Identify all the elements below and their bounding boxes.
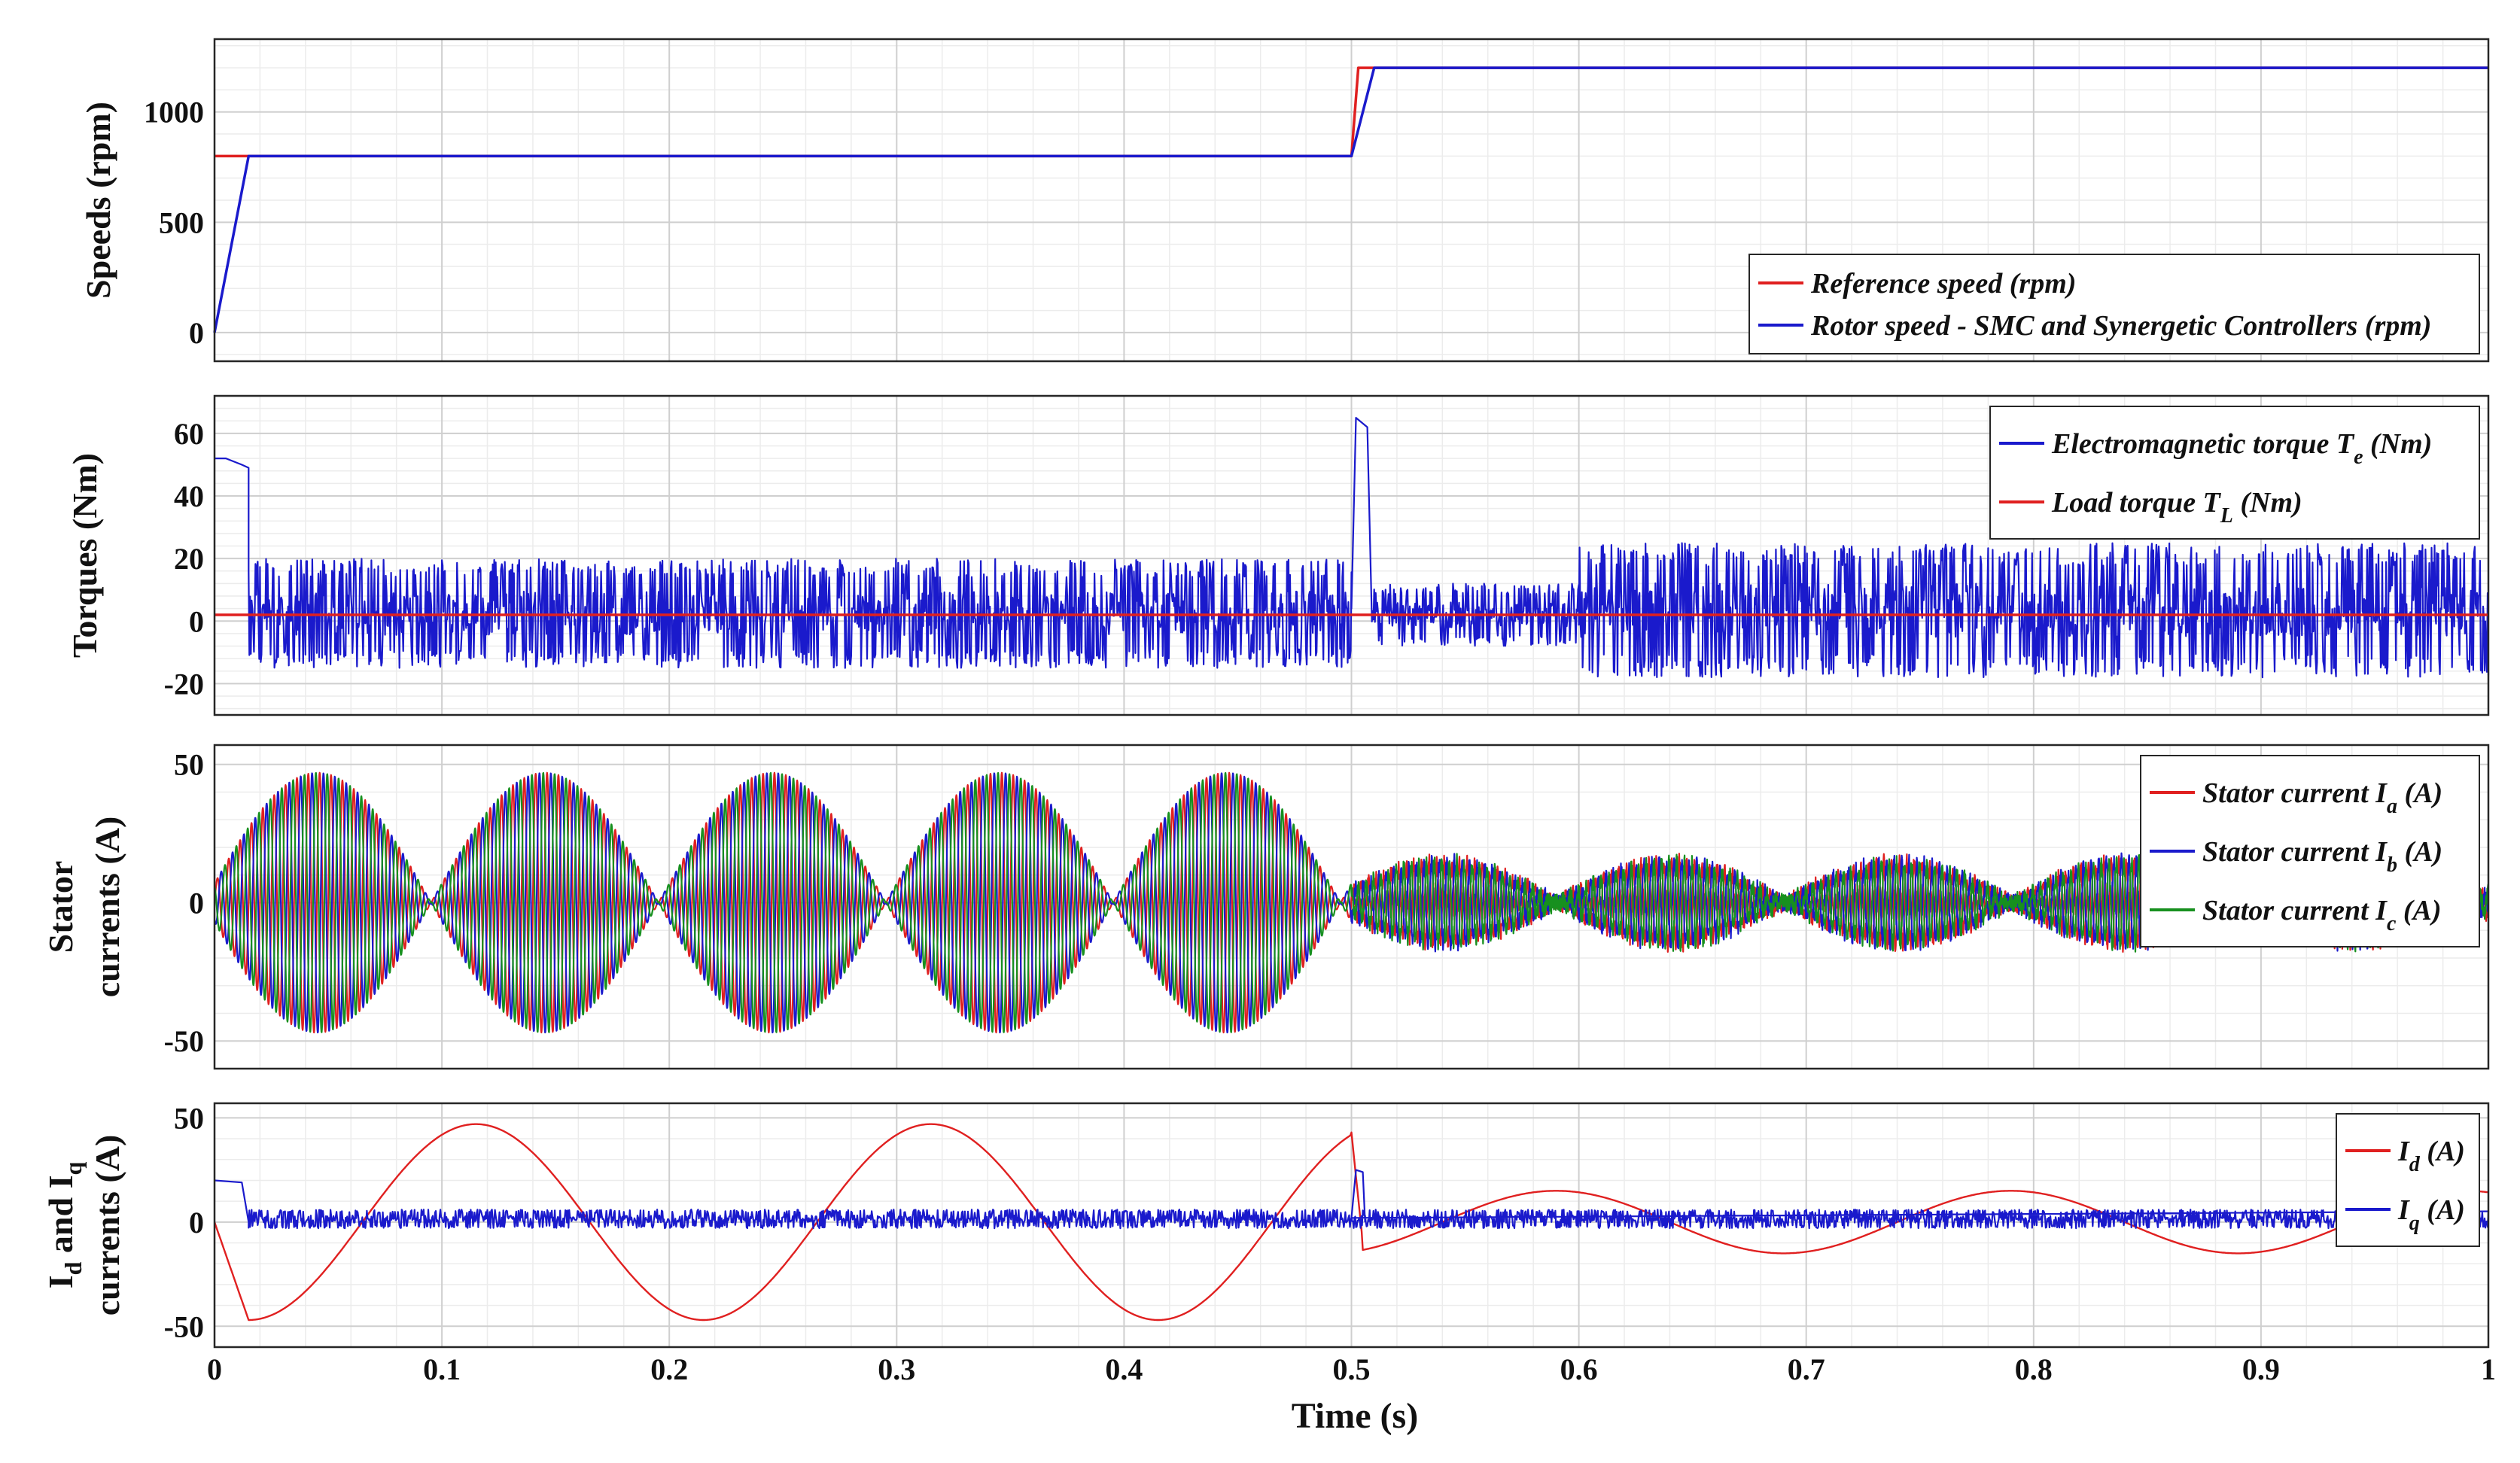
y-axis-label: Torques (Nm): [65, 453, 104, 658]
y-tick-label: -20: [164, 667, 204, 701]
legend-box: [1748, 254, 2480, 354]
legend: Electromagnetic torque Te (Nm) Load torqu…: [1989, 406, 2480, 540]
series-idq-1: [214, 1169, 2490, 1230]
legend-entry-label: Stator current Ib (A): [2202, 836, 2442, 877]
y-axis-label: Id and Iq currents (A): [41, 1135, 126, 1316]
legend-entry-label: Load torque TL (Nm): [2051, 487, 2302, 528]
legend-box: [1989, 406, 2480, 540]
legend-box: [2140, 755, 2480, 947]
y-tick-label: 40: [174, 479, 204, 513]
y-tick-label: -50: [164, 1024, 204, 1058]
y-tick-label: 0: [189, 604, 204, 638]
series-stator-1: [213, 772, 2490, 1034]
y-tick-label: 0: [189, 316, 204, 350]
legend-entry-label: Id (A): [2397, 1136, 2465, 1176]
series-stator-2: [213, 771, 2490, 1033]
panel-torques: -20 0 20 40 60 Torques (Nm) Electromagnetic to…: [65, 394, 2490, 716]
x-axis-ticks: 0 0.1 0.2 0.3 0.4 0.5 0.6 0.7 0.8 0.9 1: [207, 1352, 2496, 1386]
y-tick-label: 500: [159, 205, 204, 239]
y-axis-label: Speeds (rpm): [79, 102, 117, 299]
y-axis-label-line: Id and Iq: [41, 1162, 87, 1289]
y-axis-label-line: currents (A): [88, 817, 126, 998]
y-tick-label: 20: [174, 542, 204, 576]
panel-stator: -50 0 50 Stator currents (A) Stator current I…: [41, 744, 2490, 1070]
series-layer: [213, 771, 2490, 1034]
y-tick-label: 0: [189, 1206, 204, 1239]
y-axis-label-line: Stator: [41, 861, 80, 954]
legend-entry-label: Iq (A): [2397, 1194, 2465, 1235]
y-axis-label-line: Speeds (rpm): [79, 102, 117, 299]
series-speeds-1: [213, 66, 2488, 333]
y-tick-label: -50: [164, 1309, 204, 1343]
legend-entry-label: Electromagnetic torque Te (Nm): [2051, 428, 2432, 469]
legend: Stator current Ia (A) Stator current Ib (…: [2140, 755, 2480, 947]
legend: Reference speed (rpm) Rotor speed - SMC a…: [1748, 254, 2480, 354]
panel-idq: -50 0 50 Id and Iq currents (A) Id (A) Iq (A): [41, 1101, 2490, 1349]
x-tick-label: 1: [2481, 1352, 2496, 1386]
series-layer: [215, 417, 2490, 679]
y-tick-label: 50: [174, 1101, 204, 1135]
legend-entry-label: Stator current Ic (A): [2202, 895, 2442, 935]
axes-frame: [213, 744, 2490, 1070]
x-tick-label: 0.2: [650, 1352, 688, 1386]
panel-speeds: 0 500 1000 Speeds (rpm) Reference speed (rpm…: [79, 38, 2490, 363]
series-layer: [213, 1123, 2490, 1322]
series-layer: [213, 66, 2488, 333]
x-axis-label: Time (s): [1292, 1396, 1418, 1436]
legend-entry-label: Reference speed (rpm): [1810, 268, 2076, 300]
y-tick-label: 50: [174, 748, 204, 782]
y-tick-label: 60: [174, 417, 204, 451]
axes-frame: [213, 38, 2490, 363]
x-tick-label: 0.3: [878, 1352, 915, 1386]
legend: Id (A) Iq (A): [2336, 1113, 2480, 1247]
y-axis-label: Stator currents (A): [41, 817, 126, 998]
x-tick-label: 0.1: [423, 1352, 461, 1386]
x-tick-label: 0: [207, 1352, 222, 1386]
x-tick-label: 0.8: [2015, 1352, 2053, 1386]
legend-entry-label: Stator current Ia (A): [2202, 777, 2442, 818]
axes-frame: [213, 394, 2490, 716]
x-tick-label: 0.7: [1788, 1352, 1825, 1386]
y-tick-label: 1000: [144, 96, 204, 129]
axes-frame: [213, 1102, 2490, 1349]
x-tick-label: 0.6: [1560, 1352, 1598, 1386]
y-tick-label: 0: [189, 886, 204, 920]
x-tick-label: 0.9: [2242, 1352, 2280, 1386]
x-tick-label: 0.5: [1333, 1352, 1371, 1386]
series-torques-0: [215, 417, 2490, 679]
y-axis-label-line: currents (A): [88, 1135, 126, 1316]
y-axis-label-line: Torques (Nm): [65, 453, 104, 658]
legend-box: [2336, 1113, 2480, 1247]
x-tick-label: 0.4: [1105, 1352, 1143, 1386]
legend-entry-label: Rotor speed - SMC and Synergetic Control…: [1810, 310, 2431, 342]
